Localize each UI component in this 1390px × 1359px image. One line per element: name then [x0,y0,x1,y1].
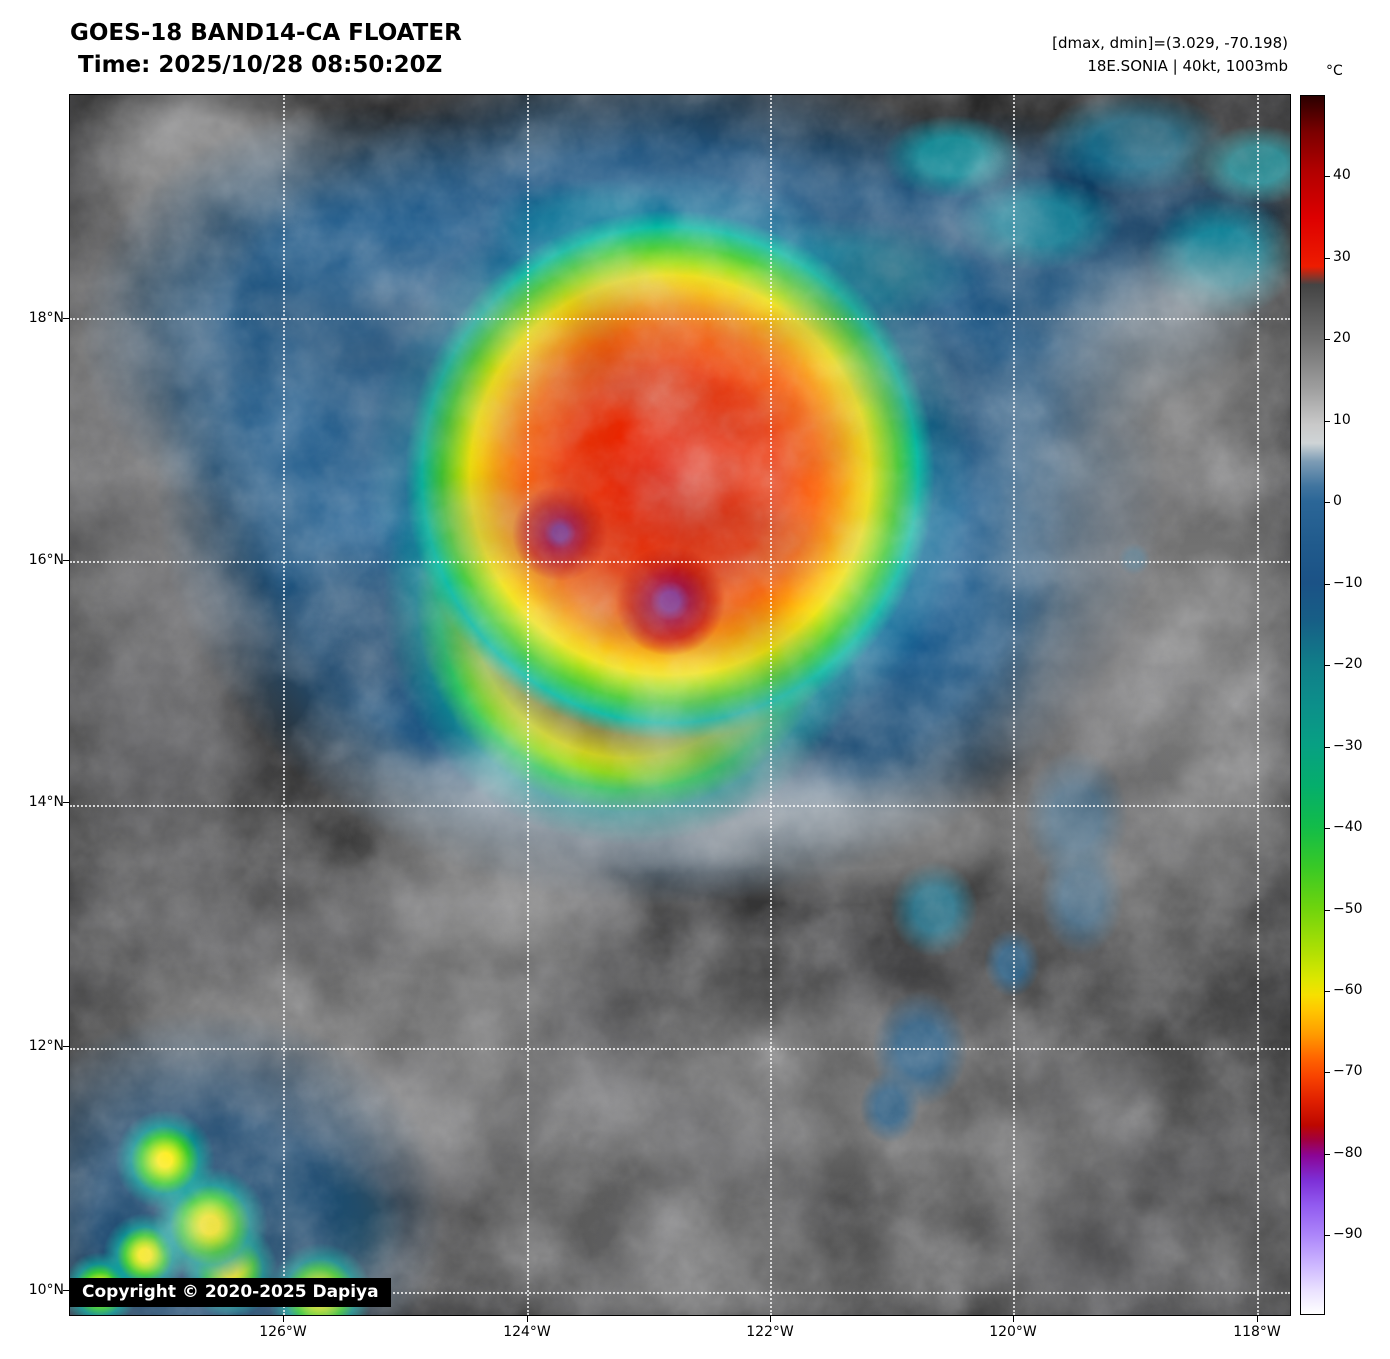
copyright-label: Copyright © 2020-2025 Dapiya [70,1278,391,1307]
colorbar-tickmark [1325,1072,1330,1073]
colorbar-tick-40: 40 [1333,167,1351,183]
axis-tick [63,1290,69,1291]
colorbar-tickmark [1325,828,1330,829]
colorbar-tickmark [1325,176,1330,177]
gridline-lat-18n [70,318,1290,320]
colorbar-unit-label: °C [1326,63,1343,79]
colorbar-tick-30: 30 [1333,249,1351,265]
cloud-texture-overlay [70,95,1290,1315]
colorbar-tick-m40: −40 [1333,819,1363,835]
colorbar-tickmark [1325,502,1330,503]
colorbar-tickmark [1325,910,1330,911]
axis-tick [63,802,69,803]
colorbar-tickmark [1325,1235,1330,1236]
colorbar-tick-m20: −20 [1333,656,1363,672]
colorbar-tick-m60: −60 [1333,982,1363,998]
colorbar-tick-m80: −80 [1333,1145,1363,1161]
lon-label-120w: 120°W [989,1324,1037,1340]
axis-tick [527,1316,528,1322]
gridline-lon-120w [1013,95,1015,1315]
axis-tick [283,1316,284,1322]
product-timestamp: Time: 2025/10/28 08:50:20Z [78,52,443,78]
satellite-image-panel: Copyright © 2020-2025 Dapiya [69,94,1291,1316]
gridline-lat-14n [70,805,1290,807]
colorbar-tick-0: 0 [1333,493,1342,509]
colorbar-tick-m90: −90 [1333,1226,1363,1242]
colorbar-tickmark [1325,1154,1330,1155]
lon-label-118w: 118°W [1233,1324,1281,1340]
colorbar-tick-m70: −70 [1333,1063,1363,1079]
dmax-dmin-readout: [dmax, dmin]=(3.029, -70.198) [1052,34,1288,52]
lat-label-16n: 16°N [28,552,64,568]
lon-label-126w: 126°W [259,1324,307,1340]
axis-tick [770,1316,771,1322]
axis-tick [1013,1316,1014,1322]
gridline-lat-10n [70,1292,1290,1294]
lat-label-14n: 14°N [28,794,64,810]
axis-tick [1257,1316,1258,1322]
axis-tick [63,1046,69,1047]
gridline-lon-124w [527,95,529,1315]
colorbar-tick-m50: −50 [1333,901,1363,917]
colorbar-tickmark [1325,339,1330,340]
colorbar-tickmark [1325,665,1330,666]
gridline-lon-122w [770,95,772,1315]
axis-tick [63,318,69,319]
colorbar-tick-m10: −10 [1333,575,1363,591]
colorbar-tickmark [1325,421,1330,422]
colorbar-tickmark [1325,991,1330,992]
gridline-lat-12n [70,1048,1290,1050]
lon-label-122w: 122°W [746,1324,794,1340]
colorbar-tick-10: 10 [1333,412,1351,428]
lat-label-12n: 12°N [28,1038,64,1054]
axis-tick [63,560,69,561]
colorbar-tick-20: 20 [1333,330,1351,346]
lon-label-124w: 124°W [503,1324,551,1340]
gridline-lon-126w [283,95,285,1315]
lat-label-18n: 18°N [28,310,64,326]
colorbar-tick-m30: −30 [1333,738,1363,754]
temperature-colorbar [1300,95,1325,1315]
colorbar-tickmark [1325,258,1330,259]
colorbar-tickmark [1325,747,1330,748]
storm-info: 18E.SONIA | 40kt, 1003mb [1087,57,1288,75]
colorbar-tickmark [1325,584,1330,585]
gridline-lat-16n [70,561,1290,563]
lat-label-10n: 10°N [28,1282,64,1298]
gridline-lon-118w [1257,95,1259,1315]
product-title: GOES-18 BAND14-CA FLOATER [70,20,462,46]
